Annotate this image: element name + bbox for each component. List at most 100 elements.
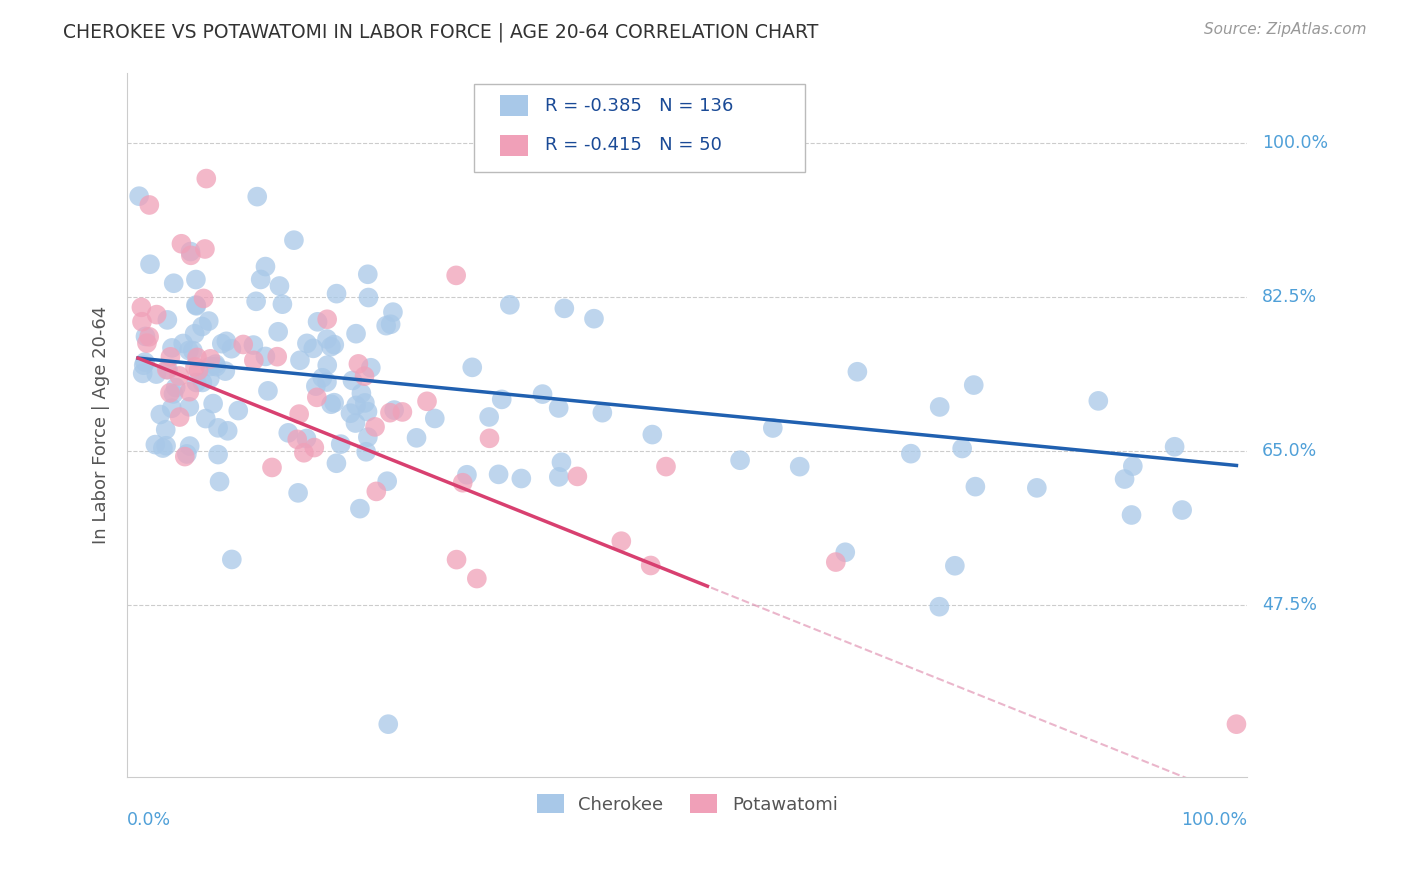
Point: [176, 447, 198, 461]
Legend: Cherokee, Potawatomi: Cherokee, Potawatomi: [530, 787, 845, 821]
Point: [591, 406, 613, 420]
Point: [202, 396, 225, 410]
Point: [159, 350, 181, 364]
Text: 82.5%: 82.5%: [1263, 288, 1317, 306]
Point: [180, 248, 202, 262]
Point: [965, 480, 987, 494]
Point: [311, 370, 333, 384]
Point: [155, 423, 177, 437]
Text: 0.0%: 0.0%: [127, 811, 172, 829]
Point: [169, 368, 191, 383]
Point: [531, 387, 554, 401]
Point: [184, 272, 207, 286]
Point: [342, 374, 364, 388]
Point: [271, 297, 294, 311]
Point: [187, 363, 209, 377]
Point: [217, 424, 239, 438]
Point: [316, 375, 339, 389]
Point: [195, 171, 218, 186]
Point: [254, 260, 277, 274]
Point: [323, 337, 346, 351]
Point: [321, 397, 343, 411]
Point: [179, 400, 201, 414]
Point: [170, 236, 193, 251]
Point: [288, 407, 311, 421]
Point: [344, 416, 367, 430]
Point: [295, 432, 318, 446]
Point: [260, 460, 283, 475]
Point: [143, 437, 166, 451]
Point: [350, 386, 373, 401]
Point: [194, 411, 217, 425]
Point: [1025, 481, 1047, 495]
Point: [364, 420, 387, 434]
Point: [257, 384, 280, 398]
Point: [465, 572, 488, 586]
Point: [269, 279, 291, 293]
Point: [157, 363, 180, 377]
Point: [1225, 717, 1247, 731]
Point: [366, 484, 388, 499]
Point: [287, 486, 309, 500]
Point: [249, 272, 271, 286]
Point: [478, 409, 501, 424]
Point: [183, 326, 205, 341]
Text: R = -0.385   N = 136: R = -0.385 N = 136: [546, 96, 734, 115]
Point: [131, 315, 153, 329]
Point: [173, 450, 195, 464]
Point: [302, 342, 325, 356]
Point: [344, 326, 367, 341]
Point: [316, 332, 339, 346]
Point: [325, 456, 347, 470]
Point: [186, 299, 208, 313]
Point: [179, 439, 201, 453]
Point: [339, 406, 361, 420]
Point: [221, 552, 243, 566]
Point: [323, 395, 346, 409]
Point: [194, 242, 217, 256]
Point: [499, 298, 522, 312]
Point: [357, 430, 380, 444]
FancyBboxPatch shape: [474, 84, 804, 171]
Point: [159, 385, 181, 400]
Point: [928, 400, 950, 414]
Point: [198, 359, 221, 374]
Point: [416, 394, 439, 409]
Point: [132, 358, 155, 372]
Point: [139, 257, 162, 271]
Point: [226, 403, 249, 417]
Point: [567, 469, 589, 483]
Point: [184, 298, 207, 312]
Point: [491, 392, 513, 407]
Point: [165, 380, 187, 394]
Point: [172, 336, 194, 351]
Point: [131, 367, 153, 381]
Point: [136, 336, 159, 351]
Point: [478, 431, 501, 445]
Point: [155, 439, 177, 453]
Point: [444, 268, 467, 283]
Point: [325, 286, 347, 301]
Point: [198, 371, 221, 385]
Point: [319, 340, 342, 354]
Point: [243, 353, 266, 368]
Point: [380, 318, 402, 332]
Point: [354, 444, 377, 458]
Point: [163, 277, 186, 291]
Point: [242, 338, 264, 352]
Point: [128, 189, 150, 203]
Point: [655, 459, 678, 474]
Point: [283, 233, 305, 247]
Point: [357, 291, 380, 305]
Point: [145, 308, 167, 322]
Point: [184, 359, 207, 374]
Point: [377, 717, 399, 731]
Point: [307, 315, 329, 329]
Text: 65.0%: 65.0%: [1263, 442, 1317, 460]
Point: [349, 501, 371, 516]
Point: [156, 362, 179, 376]
Point: [162, 387, 184, 401]
Point: [191, 319, 214, 334]
Point: [179, 244, 201, 259]
Point: [169, 410, 191, 425]
